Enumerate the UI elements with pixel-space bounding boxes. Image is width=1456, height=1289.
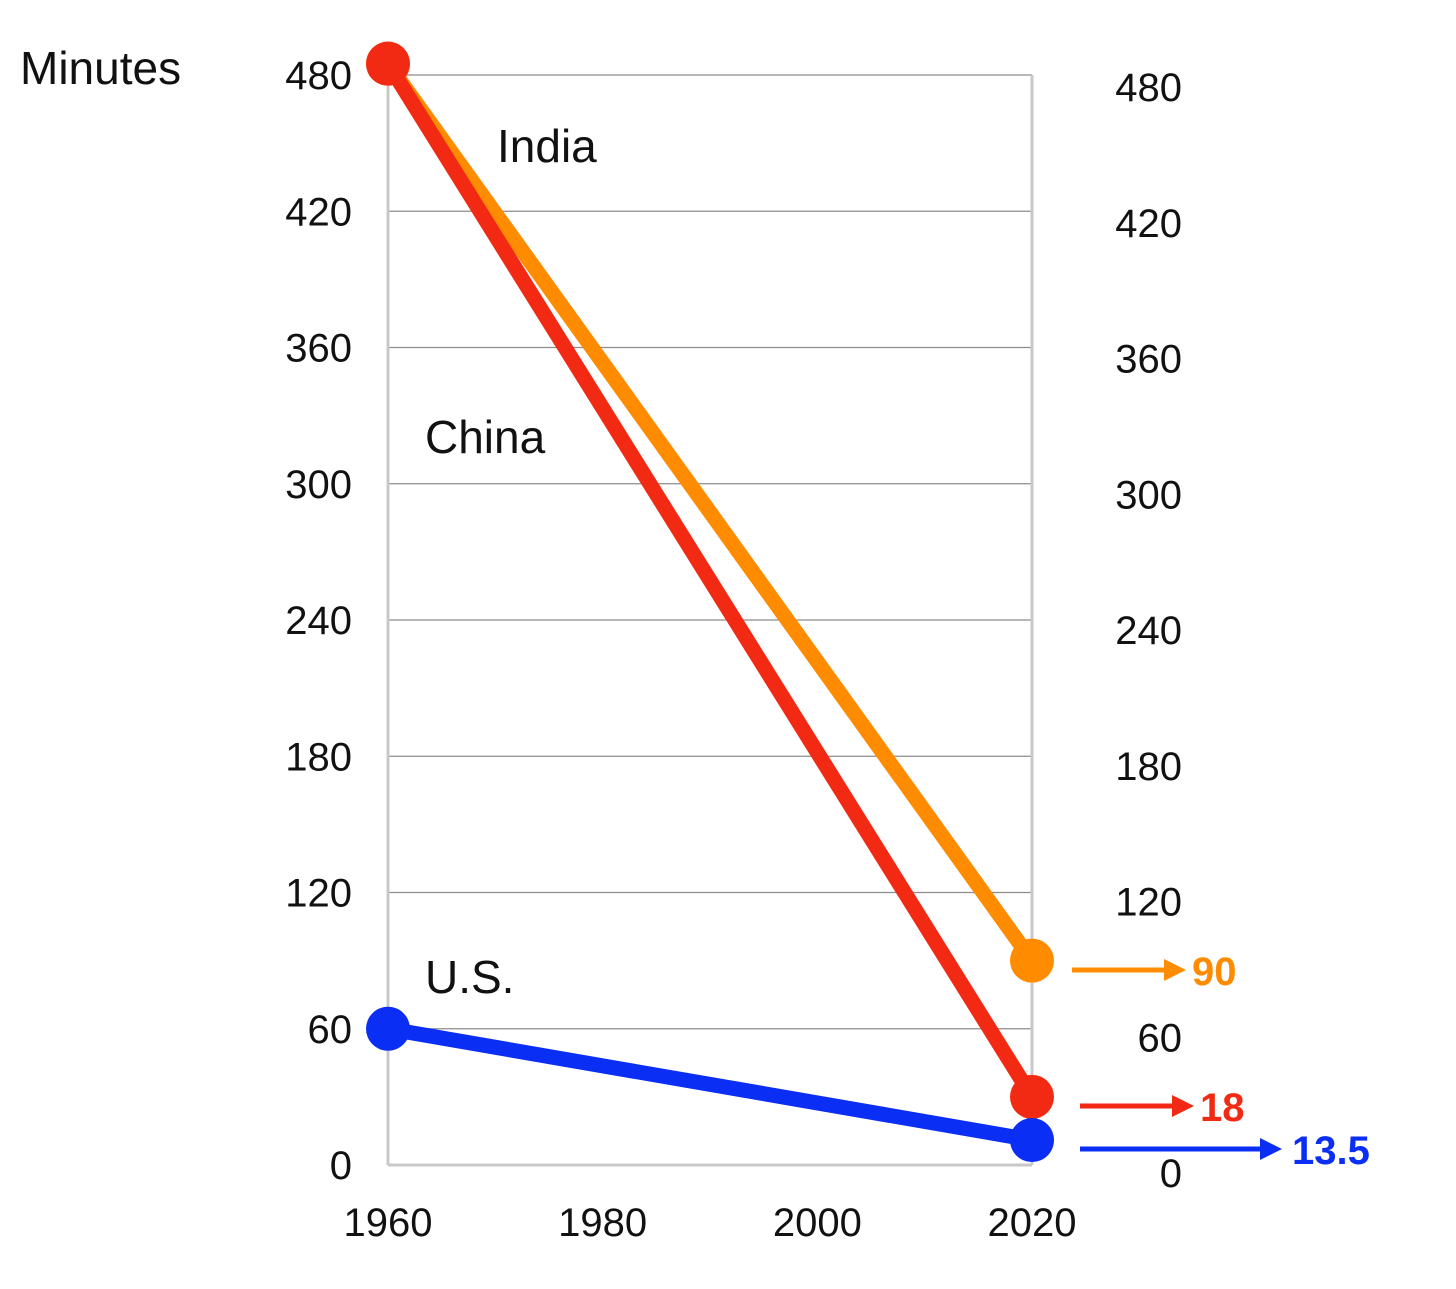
y-tick-label: 180	[285, 735, 352, 779]
left-y-ticks: 0 60 120 180 240 300 360 420 480	[285, 54, 352, 1188]
y-tick-label: 480	[285, 54, 352, 98]
series-point	[366, 41, 410, 86]
series-markers	[366, 41, 1054, 1163]
end-value-labels: 90 18 13.5	[1072, 950, 1370, 1173]
right-y-tick-label: 180	[1115, 745, 1182, 789]
right-y-tick-label: 0	[1160, 1152, 1182, 1196]
x-tick-label: 2000	[773, 1201, 862, 1245]
series-line	[380, 56, 1040, 969]
y-tick-label: 420	[285, 190, 352, 234]
y-tick-label: 300	[285, 463, 352, 507]
end-arrow-head	[1172, 1095, 1194, 1117]
y-tick-label: 120	[285, 872, 352, 916]
series-point	[1010, 1118, 1054, 1163]
right-y-tick-label: 420	[1115, 202, 1182, 246]
axes	[386, 75, 1034, 1167]
end-value-label: 90	[1192, 950, 1237, 994]
right-y-ticks: 0 60 120 180 240 300 360 420 480	[1115, 66, 1182, 1196]
series-line	[380, 56, 1040, 1105]
end-arrow-head	[1164, 959, 1186, 981]
series-name-label: China	[425, 411, 546, 463]
series-point	[1010, 938, 1054, 983]
right-y-tick-label: 360	[1115, 338, 1182, 382]
series-lines	[380, 56, 1040, 1148]
y-tick-label: 240	[285, 599, 352, 643]
y-tick-label: 0	[330, 1144, 352, 1188]
series-labels: India China U.S.	[425, 120, 597, 1003]
end-value-label: 18	[1200, 1086, 1245, 1130]
right-y-tick-label: 480	[1115, 66, 1182, 110]
right-y-tick-label: 60	[1138, 1016, 1183, 1060]
y-tick-label: 60	[308, 1008, 353, 1052]
x-tick-label: 2020	[988, 1201, 1077, 1245]
end-arrow-head	[1260, 1138, 1282, 1160]
series-name-label: U.S.	[425, 951, 514, 1003]
x-tick-label: 1960	[344, 1201, 433, 1245]
x-ticks: 1960 1980 2000 2020	[344, 1201, 1077, 1245]
series-line	[380, 1021, 1040, 1148]
x-tick-label: 1980	[558, 1201, 647, 1245]
right-y-tick-label: 300	[1115, 473, 1182, 517]
right-y-tick-label: 120	[1115, 881, 1182, 925]
series-name-label: India	[497, 120, 597, 172]
series-point	[366, 1006, 410, 1051]
series-point	[1010, 1074, 1054, 1119]
end-value-label: 13.5	[1292, 1129, 1370, 1173]
right-y-tick-label: 240	[1115, 609, 1182, 653]
y-axis-label: Minutes	[20, 42, 181, 94]
y-tick-label: 360	[285, 327, 352, 371]
